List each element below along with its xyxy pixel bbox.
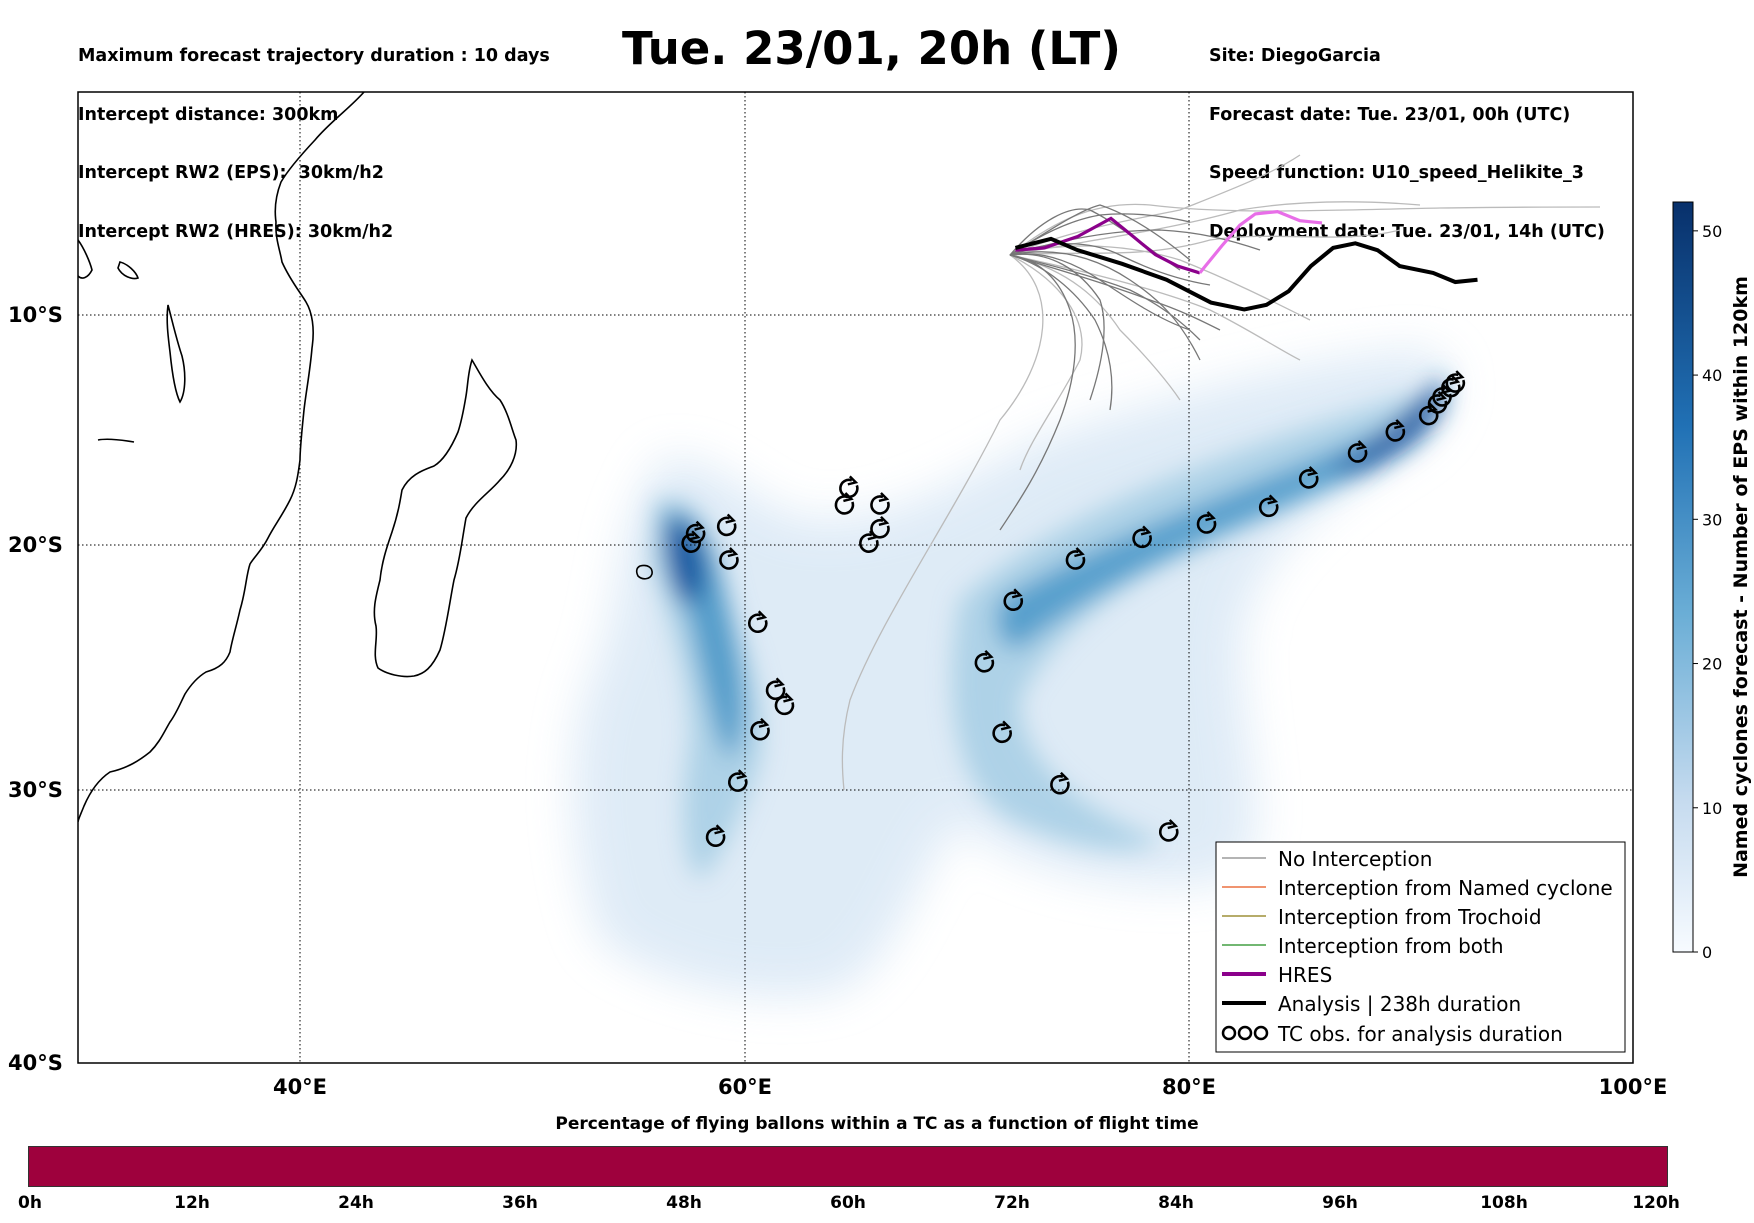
tc-obs-marker (748, 610, 768, 634)
tc-obs-marker (870, 492, 890, 515)
colorbar-tick-label: 30 (1702, 510, 1722, 529)
legend-label: No Interception (1278, 847, 1432, 871)
timebar-tick-label: 96h (1322, 1193, 1358, 1213)
tc-obs-marker (774, 692, 795, 716)
legend-label: Interception from both (1278, 934, 1504, 958)
header-right-line: Speed function: U10_speed_Helikite_3 (1209, 163, 1584, 183)
colorbar-tick-label: 0 (1702, 943, 1712, 962)
lat-label: 10°S (8, 303, 63, 327)
header-left-info: Maximum forecast trajectory duration : 1… (78, 8, 550, 262)
africa-coastline (78, 92, 365, 823)
colorbar-ticks: 0 10 20 30 40 50 (1693, 222, 1722, 962)
tc-obs-marker (1445, 370, 1466, 393)
tc-obs-marker (1132, 525, 1152, 549)
tc-obs-marker (1065, 547, 1086, 570)
timebar-tick-label: 60h (830, 1193, 866, 1213)
tc-obs-markers (681, 370, 1466, 847)
colorbar: 0 10 20 30 40 50 Named cyclones forecast - Nu… (1672, 201, 1752, 962)
lat-label: 30°S (8, 778, 63, 802)
colorbar-tick-label: 20 (1702, 655, 1722, 674)
cyclone-symbol-icon (1221, 1025, 1269, 1041)
legend-label: HRES (1278, 963, 1332, 987)
page-title: Tue. 23/01, 20h (LT) (622, 22, 1121, 75)
map-area (78, 92, 1633, 1063)
tc-obs-marker (1347, 440, 1368, 463)
header-left-line: Intercept RW2 (HRES): 30km/h2 (78, 221, 394, 242)
coastlines (78, 92, 653, 823)
tc-obs-marker (728, 769, 748, 792)
timebar-tick-label: 0h (18, 1193, 42, 1213)
comoros-coastline (166, 304, 186, 404)
legend-label: Interception from Named cyclone (1278, 876, 1613, 900)
map-frame (77, 91, 1634, 1064)
legend-label: TC obs. for analysis duration (1277, 1022, 1563, 1046)
timebar (28, 1146, 1668, 1187)
gridlines (78, 92, 1633, 1063)
legend-label: Interception from Trochoid (1278, 905, 1542, 929)
colorbar-tick-label: 10 (1702, 799, 1722, 818)
small-islands (78, 239, 140, 443)
lon-label: 60°E (718, 1075, 772, 1099)
timebar-tick-label: 120h (1632, 1193, 1680, 1213)
timebar-tick-label: 36h (502, 1193, 538, 1213)
header-right-line: Forecast date: Tue. 23/01, 00h (UTC) (1209, 104, 1571, 125)
tc-obs-marker (992, 720, 1012, 744)
colorbar-tick-label: 50 (1702, 222, 1722, 241)
timebar-tick-label: 24h (338, 1193, 374, 1213)
timebar-tick-label: 48h (666, 1193, 702, 1213)
tc-obs-marker (974, 649, 995, 673)
lat-label: 40°S (8, 1051, 63, 1075)
tc-obs-marker (1258, 494, 1279, 518)
header-left-line: Intercept RW2 (EPS): 30km/h2 (78, 163, 384, 183)
hres-track-late (1198, 209, 1323, 274)
hres-track (1015, 216, 1201, 275)
madagascar-coastline (373, 358, 518, 678)
tc-obs-marker (705, 824, 726, 847)
analysis-track (1014, 236, 1478, 312)
timebar-tick-label: 84h (1158, 1193, 1194, 1213)
header-left-line: Intercept distance: 300km (78, 104, 339, 125)
mauritius-coastline (635, 564, 653, 580)
eps-trajectories (841, 154, 1601, 791)
lat-label: 20°S (8, 533, 63, 557)
timebar-title: Percentage of flying ballons within a TC… (555, 1114, 1199, 1134)
tc-obs-marker (1050, 771, 1070, 795)
tc-obs-marker (765, 677, 786, 701)
lon-label: 80°E (1162, 1075, 1216, 1099)
tc-obs-marker (1003, 588, 1024, 611)
header-right-line: Site: DiegoGarcia (1209, 46, 1381, 66)
tc-obs-marker (1158, 819, 1179, 842)
timebar-tick-label: 72h (994, 1193, 1030, 1213)
tc-obs-marker (1385, 419, 1406, 442)
tc-obs-marker (716, 513, 737, 537)
tc-obs-marker (859, 530, 879, 553)
tc-obs-marker (1298, 466, 1319, 489)
timebar-tick-label: 108h (1480, 1193, 1528, 1213)
colorbar-label: Named cyclones forecast - Number of EPS … (1730, 276, 1752, 878)
lon-label: 40°E (273, 1075, 327, 1099)
legend: No Interception Interception from Named … (1215, 841, 1626, 1053)
colorbar-tick-label: 40 (1702, 366, 1722, 385)
tc-obs-marker (750, 717, 770, 741)
tc-obs-marker (1196, 511, 1217, 534)
tc-obs-marker (834, 492, 855, 515)
timebar-tick-label: 12h (174, 1193, 210, 1213)
header-left-line: Maximum forecast trajectory duration : 1… (78, 46, 550, 66)
tc-obs-marker (839, 475, 859, 499)
tc-obs-marker (1418, 402, 1439, 426)
tc-obs-marker (719, 547, 739, 570)
lon-label: 100°E (1599, 1075, 1668, 1099)
legend-label: Analysis | 238h duration (1278, 992, 1521, 1016)
tc-obs-marker (685, 520, 706, 544)
